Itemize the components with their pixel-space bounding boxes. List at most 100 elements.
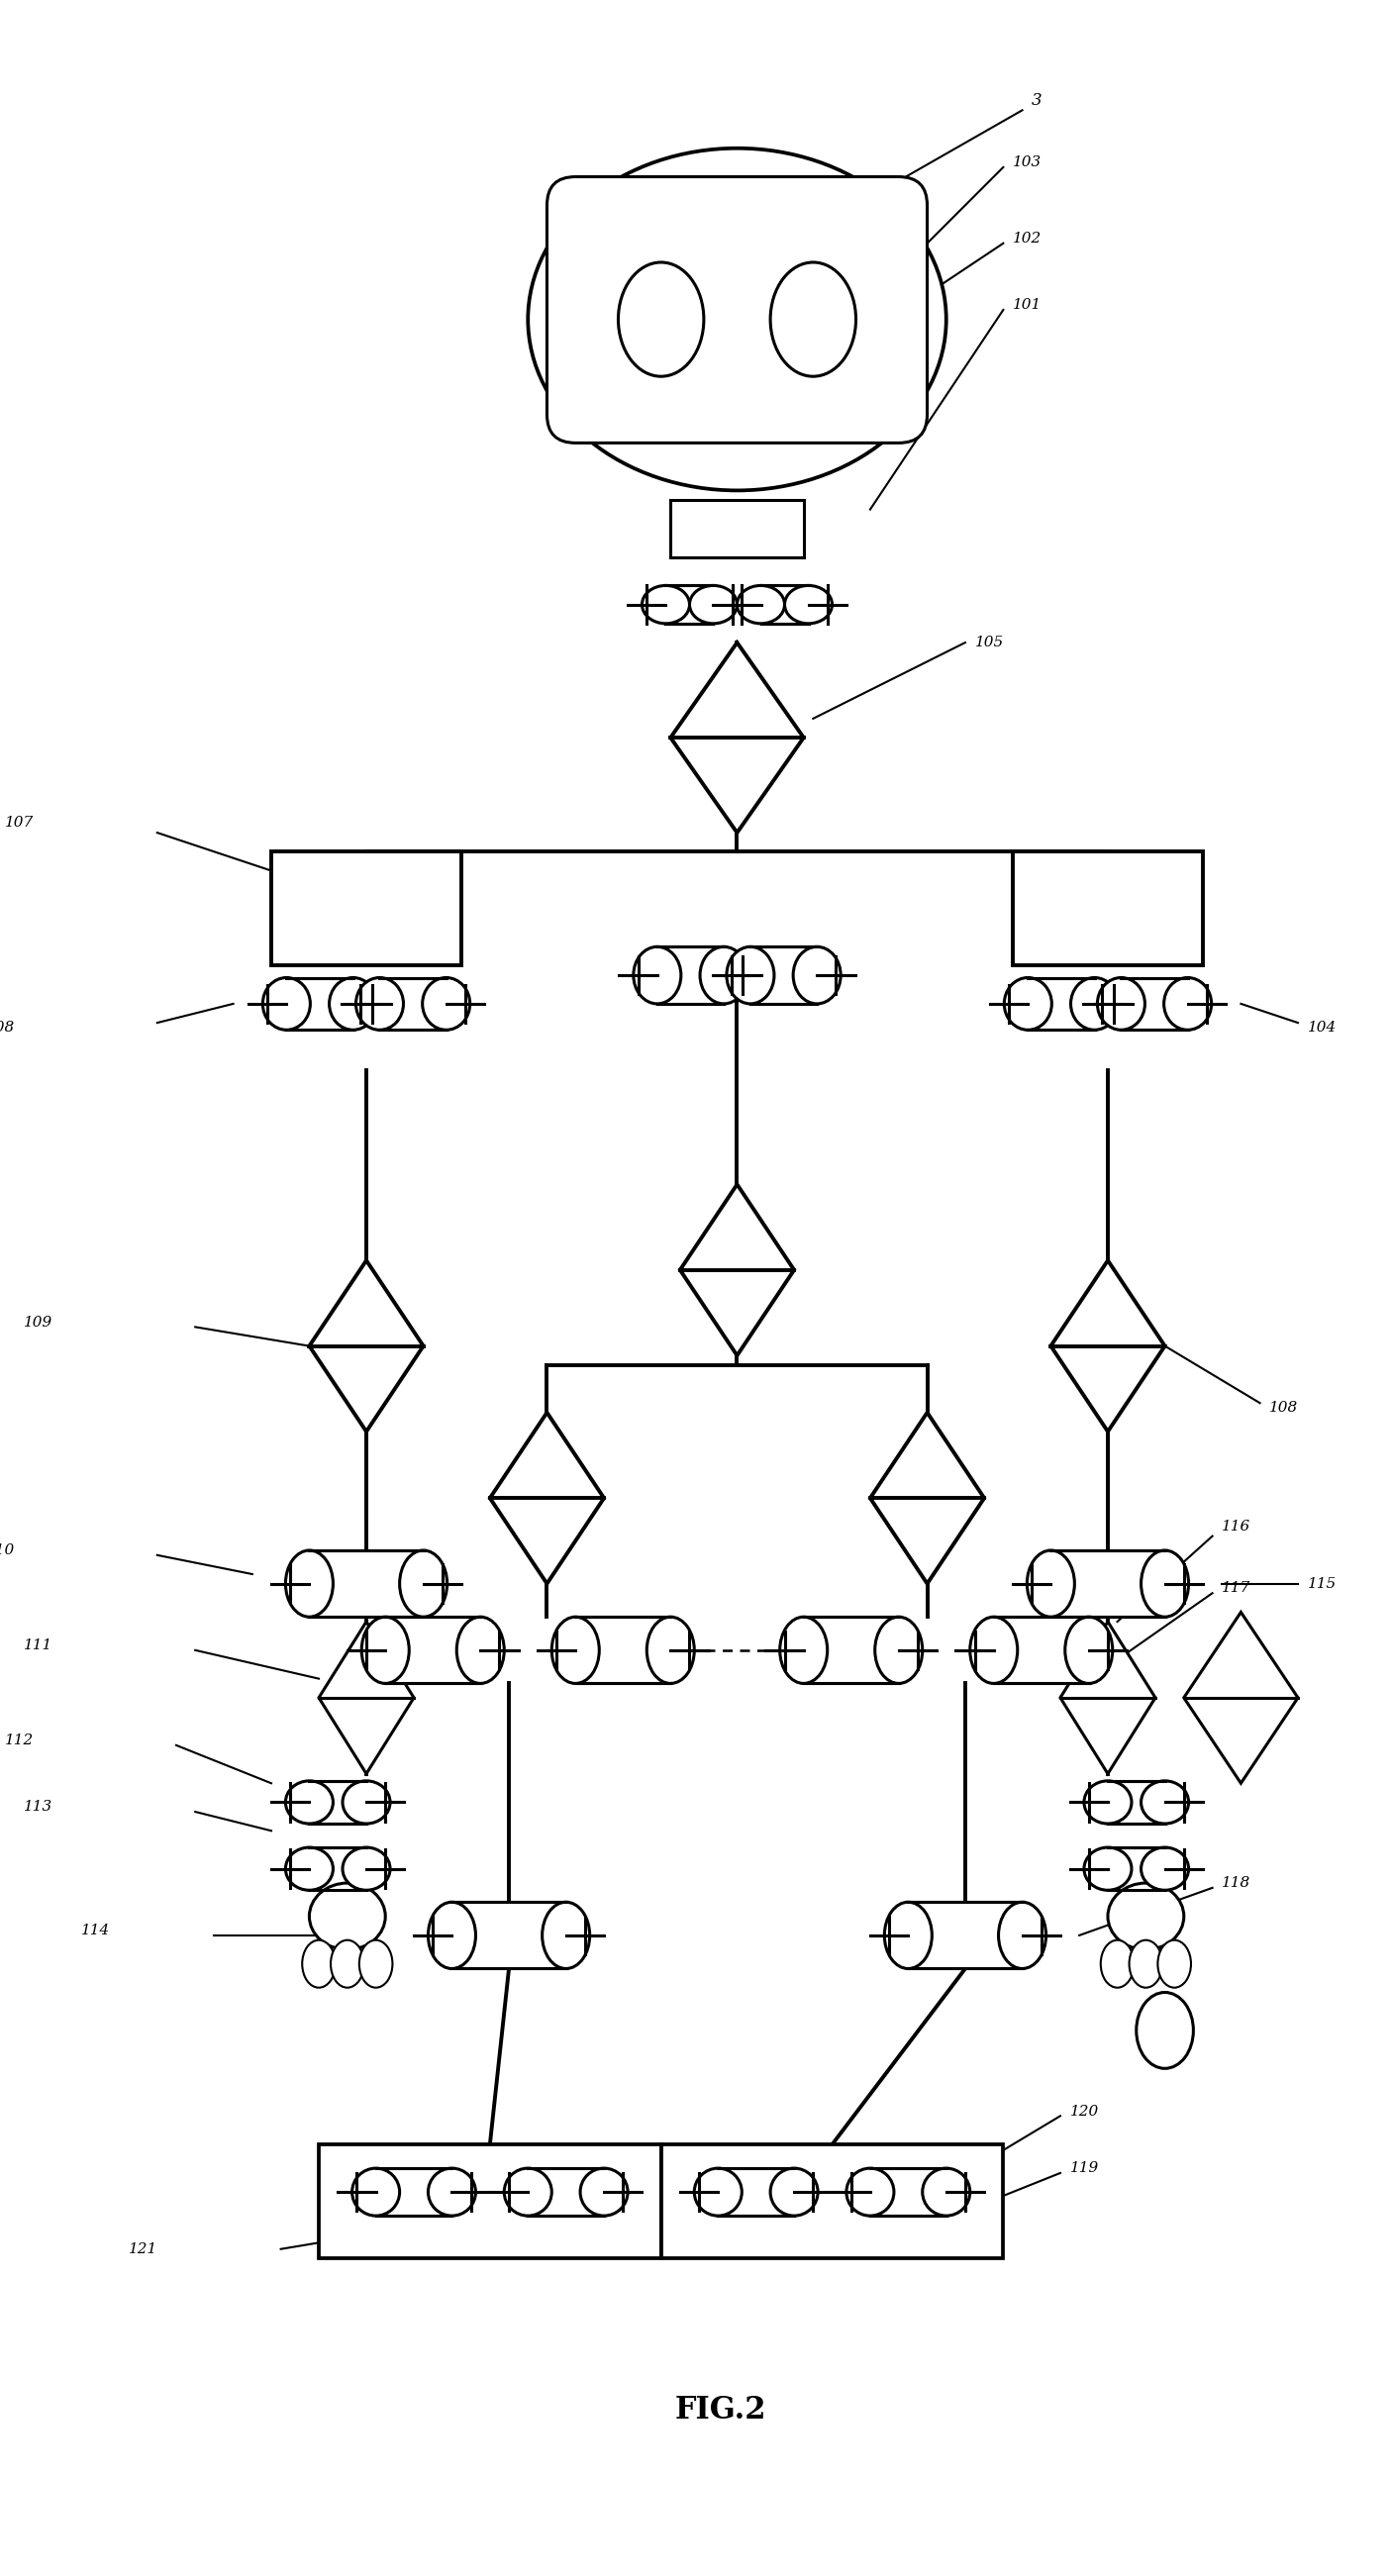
Text: 105: 105 (975, 636, 1004, 649)
Bar (670, 500, 804, 556)
Ellipse shape (780, 1618, 828, 1685)
Text: 108: 108 (0, 1020, 15, 1036)
Text: 114: 114 (81, 1924, 110, 1937)
Text: FIG.2: FIG.2 (675, 2396, 766, 2427)
Ellipse shape (362, 1618, 409, 1685)
Text: 111: 111 (24, 1638, 53, 1651)
Ellipse shape (263, 979, 310, 1030)
Ellipse shape (331, 1940, 364, 1989)
Ellipse shape (1141, 1780, 1189, 1824)
Ellipse shape (580, 2169, 627, 2215)
Ellipse shape (1164, 979, 1212, 1030)
Text: 108: 108 (1270, 1401, 1298, 1414)
Ellipse shape (285, 1780, 332, 1824)
Ellipse shape (647, 1618, 694, 1685)
Ellipse shape (356, 979, 403, 1030)
Polygon shape (1050, 1260, 1164, 1432)
Ellipse shape (726, 948, 775, 1005)
Ellipse shape (302, 1940, 335, 1989)
Text: 101: 101 (1013, 299, 1042, 312)
Polygon shape (680, 1185, 794, 1355)
Ellipse shape (309, 1883, 385, 1950)
Bar (271, 853, 462, 966)
Bar (309, 1551, 423, 1618)
Text: 121: 121 (129, 2241, 157, 2257)
Bar (309, 1847, 366, 1891)
Ellipse shape (330, 979, 377, 1030)
Ellipse shape (846, 2169, 894, 2215)
Ellipse shape (342, 1780, 389, 1824)
Ellipse shape (542, 1901, 590, 1968)
Bar (871, 2169, 946, 2215)
Ellipse shape (1100, 1940, 1134, 1989)
Ellipse shape (885, 1901, 932, 1968)
Text: 120: 120 (1070, 2105, 1099, 2117)
Text: 107: 107 (6, 817, 33, 829)
Text: 112: 112 (6, 1734, 33, 1747)
Ellipse shape (618, 263, 704, 376)
Bar (380, 979, 447, 1030)
Ellipse shape (700, 948, 747, 1005)
Ellipse shape (694, 2169, 741, 2215)
Text: 104: 104 (1308, 1020, 1337, 1036)
Ellipse shape (1129, 1940, 1163, 1989)
Ellipse shape (737, 585, 785, 623)
FancyBboxPatch shape (547, 178, 928, 443)
Polygon shape (319, 1623, 415, 1775)
Ellipse shape (1136, 1991, 1193, 2069)
Ellipse shape (504, 2169, 552, 2215)
Bar (452, 1901, 566, 1968)
Text: 103: 103 (1013, 155, 1042, 170)
Ellipse shape (1066, 1618, 1113, 1685)
Ellipse shape (1027, 1551, 1074, 1618)
Text: 118: 118 (1221, 1875, 1251, 1891)
Bar (661, 2143, 1003, 2259)
Text: 110: 110 (0, 1543, 15, 1558)
Ellipse shape (793, 948, 840, 1005)
Ellipse shape (529, 149, 946, 489)
Ellipse shape (399, 1551, 447, 1618)
Bar (385, 1618, 480, 1685)
Ellipse shape (1141, 1551, 1189, 1618)
Text: 3: 3 (1032, 93, 1042, 108)
Polygon shape (670, 641, 804, 832)
Bar (657, 948, 723, 1005)
Ellipse shape (423, 979, 470, 1030)
Polygon shape (490, 1412, 604, 1584)
Text: 113: 113 (24, 1801, 53, 1814)
Ellipse shape (771, 2169, 818, 2215)
Ellipse shape (785, 585, 832, 623)
Ellipse shape (552, 1618, 600, 1685)
Ellipse shape (1084, 1780, 1132, 1824)
Bar (576, 1618, 670, 1685)
Bar (804, 1618, 899, 1685)
Bar (309, 1780, 366, 1824)
Ellipse shape (1157, 1940, 1191, 1989)
Text: 109: 109 (24, 1316, 53, 1329)
Ellipse shape (342, 1847, 389, 1891)
Bar (1107, 1780, 1164, 1824)
Ellipse shape (922, 2169, 970, 2215)
Text: 117: 117 (1221, 1582, 1251, 1595)
Ellipse shape (1071, 979, 1118, 1030)
Bar (993, 1618, 1089, 1685)
Bar (761, 585, 808, 623)
Bar (319, 2143, 661, 2259)
Ellipse shape (1141, 1847, 1189, 1891)
Text: 115: 115 (1308, 1577, 1337, 1589)
Ellipse shape (352, 2169, 399, 2215)
Ellipse shape (643, 585, 690, 623)
Ellipse shape (428, 2169, 476, 2215)
Ellipse shape (285, 1847, 332, 1891)
Bar (1107, 1847, 1164, 1891)
Text: 119: 119 (1070, 2161, 1099, 2174)
Bar (750, 948, 817, 1005)
Text: 116: 116 (1221, 1520, 1251, 1533)
Ellipse shape (970, 1618, 1017, 1685)
Bar (1050, 1551, 1164, 1618)
Ellipse shape (1084, 1847, 1132, 1891)
Ellipse shape (690, 585, 737, 623)
Text: 102: 102 (1013, 232, 1042, 245)
Polygon shape (871, 1412, 985, 1584)
Bar (908, 1901, 1022, 1968)
